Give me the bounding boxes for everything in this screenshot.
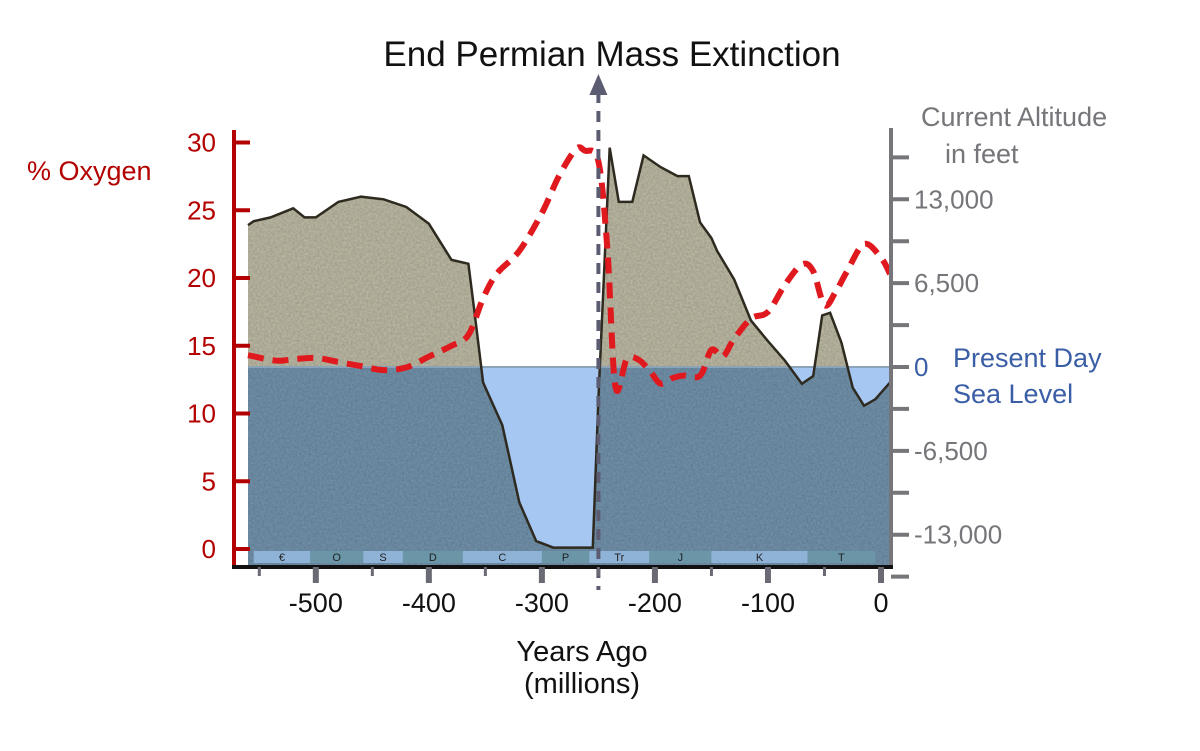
land-texture — [248, 147, 893, 567]
period-segment — [310, 551, 364, 563]
period-segment — [402, 551, 463, 563]
period-label: € — [279, 552, 285, 564]
period-segment — [363, 551, 403, 563]
right-axis-tick-label: 0 — [914, 352, 928, 382]
left-y-axis-label: % Oxygen — [27, 156, 152, 186]
left-axis-tick-label: 25 — [187, 195, 216, 225]
x-axis-tick-label: -400 — [402, 588, 456, 618]
x-axis-tick-label: -300 — [515, 588, 569, 618]
sea-level-label-line2: Sea Level — [953, 379, 1073, 409]
x-axis-units-label: (millions) — [524, 668, 640, 700]
right-axis-tick-label: -6,500 — [914, 436, 988, 466]
left-axis-tick-label: 0 — [202, 534, 216, 564]
x-axis-label: Years Ago — [516, 636, 647, 668]
x-axis-tick-label: 0 — [873, 588, 888, 618]
left-y-axis: 0 5 10 15 20 25 30 — [187, 128, 250, 567]
period-bar: € O S D C P Tr J K T — [253, 551, 876, 564]
period-segment — [807, 551, 876, 563]
period-segment — [462, 551, 542, 563]
period-label: S — [379, 552, 386, 564]
left-axis-tick-label: 10 — [187, 399, 216, 429]
period-label: J — [678, 552, 684, 564]
left-axis-tick-label: 5 — [202, 466, 216, 496]
right-y-axis-label-line1: Current Altitude — [921, 102, 1107, 132]
land-outline — [247, 147, 894, 549]
oxygen-series-line — [247, 144, 893, 394]
period-segment — [253, 551, 311, 563]
period-label: Tr — [614, 552, 624, 564]
period-label: K — [756, 552, 764, 564]
right-y-axis-label-line2: in feet — [945, 139, 1019, 169]
left-axis-tick-label: 30 — [187, 128, 216, 158]
chart-title: End Permian Mass Extinction — [383, 35, 840, 74]
period-segment — [649, 551, 712, 563]
right-axis-tick-label: 13,000 — [914, 184, 994, 214]
period-segment — [541, 551, 590, 563]
x-axis: -500 -400 -300 -200 -100 0 — [232, 565, 893, 618]
right-axis-tick-label: -13,000 — [914, 520, 1002, 550]
period-segment — [589, 551, 650, 563]
extinction-marker-arrow — [589, 74, 608, 95]
period-label: D — [429, 552, 437, 564]
period-label: T — [838, 552, 845, 564]
x-axis-tick-label: -500 — [289, 588, 343, 618]
x-axis-tick-label: -100 — [741, 588, 795, 618]
period-label: C — [498, 552, 506, 564]
period-label: P — [562, 552, 569, 564]
x-axis-tick-label: -200 — [628, 588, 682, 618]
right-axis-tick-label: 6,500 — [914, 268, 979, 298]
left-axis-tick-label: 15 — [187, 331, 216, 361]
sea-level-label-line1: Present Day — [953, 343, 1102, 373]
left-axis-tick-label: 20 — [187, 263, 216, 293]
right-y-axis: 13,000 6,500 0 -6,500 -13,000 — [889, 128, 1002, 579]
period-label: O — [332, 552, 341, 564]
period-segment — [711, 551, 808, 563]
